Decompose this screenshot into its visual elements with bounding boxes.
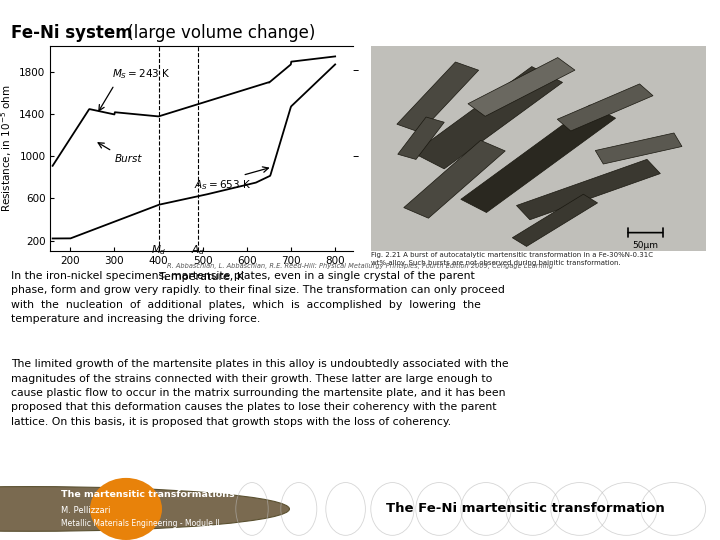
Polygon shape xyxy=(461,105,616,213)
Text: Metallic Materials Engineering - Module II: Metallic Materials Engineering - Module … xyxy=(61,519,220,528)
Text: $A_d$: $A_d$ xyxy=(191,243,205,257)
Text: 50μm: 50μm xyxy=(632,241,658,250)
Polygon shape xyxy=(397,117,444,159)
Text: $M_d$: $M_d$ xyxy=(150,243,166,257)
Polygon shape xyxy=(468,58,575,116)
Polygon shape xyxy=(397,62,479,132)
Text: –: – xyxy=(353,64,359,77)
Text: Fe-Ni system: Fe-Ni system xyxy=(11,24,132,42)
Polygon shape xyxy=(557,84,653,131)
Text: $M_S=243$ K: $M_S=243$ K xyxy=(112,67,171,80)
Text: (large volume change): (large volume change) xyxy=(122,24,316,42)
Text: R. Abbaschian, L. Abbaschian, R.E. Reed-Hill: Physical Metallurgy Principles, Fo: R. Abbaschian, L. Abbaschian, R.E. Reed-… xyxy=(167,263,553,269)
Polygon shape xyxy=(513,194,598,246)
Text: The limited growth of the martensite plates in this alloy is undoubtedly associa: The limited growth of the martensite pla… xyxy=(11,359,508,427)
Circle shape xyxy=(0,487,289,531)
Text: The martensitic transformations: The martensitic transformations xyxy=(61,490,235,499)
Y-axis label: Resistance, in 10$^{-5}$ ohm: Resistance, in 10$^{-5}$ ohm xyxy=(0,85,14,212)
Text: –: – xyxy=(353,150,359,163)
Polygon shape xyxy=(595,133,682,164)
Ellipse shape xyxy=(90,478,162,540)
Polygon shape xyxy=(404,140,505,218)
Text: Burst: Burst xyxy=(114,154,142,164)
Text: The Fe-Ni martensitic transformation: The Fe-Ni martensitic transformation xyxy=(386,502,665,516)
Text: In the iron-nickel specimens, martensite plates, even in a single crystal of the: In the iron-nickel specimens, martensite… xyxy=(11,271,505,325)
X-axis label: Temperature, K: Temperature, K xyxy=(159,272,244,281)
Polygon shape xyxy=(516,159,660,220)
Text: Fig. 2.21 A burst of autocatalytic martensitic transformation in a Fe-30%N-0.31C: Fig. 2.21 A burst of autocatalytic marte… xyxy=(371,252,653,266)
Polygon shape xyxy=(413,66,562,169)
Text: $A_S=653$ K: $A_S=653$ K xyxy=(194,179,251,192)
Text: M. Pellizzari: M. Pellizzari xyxy=(61,505,111,515)
